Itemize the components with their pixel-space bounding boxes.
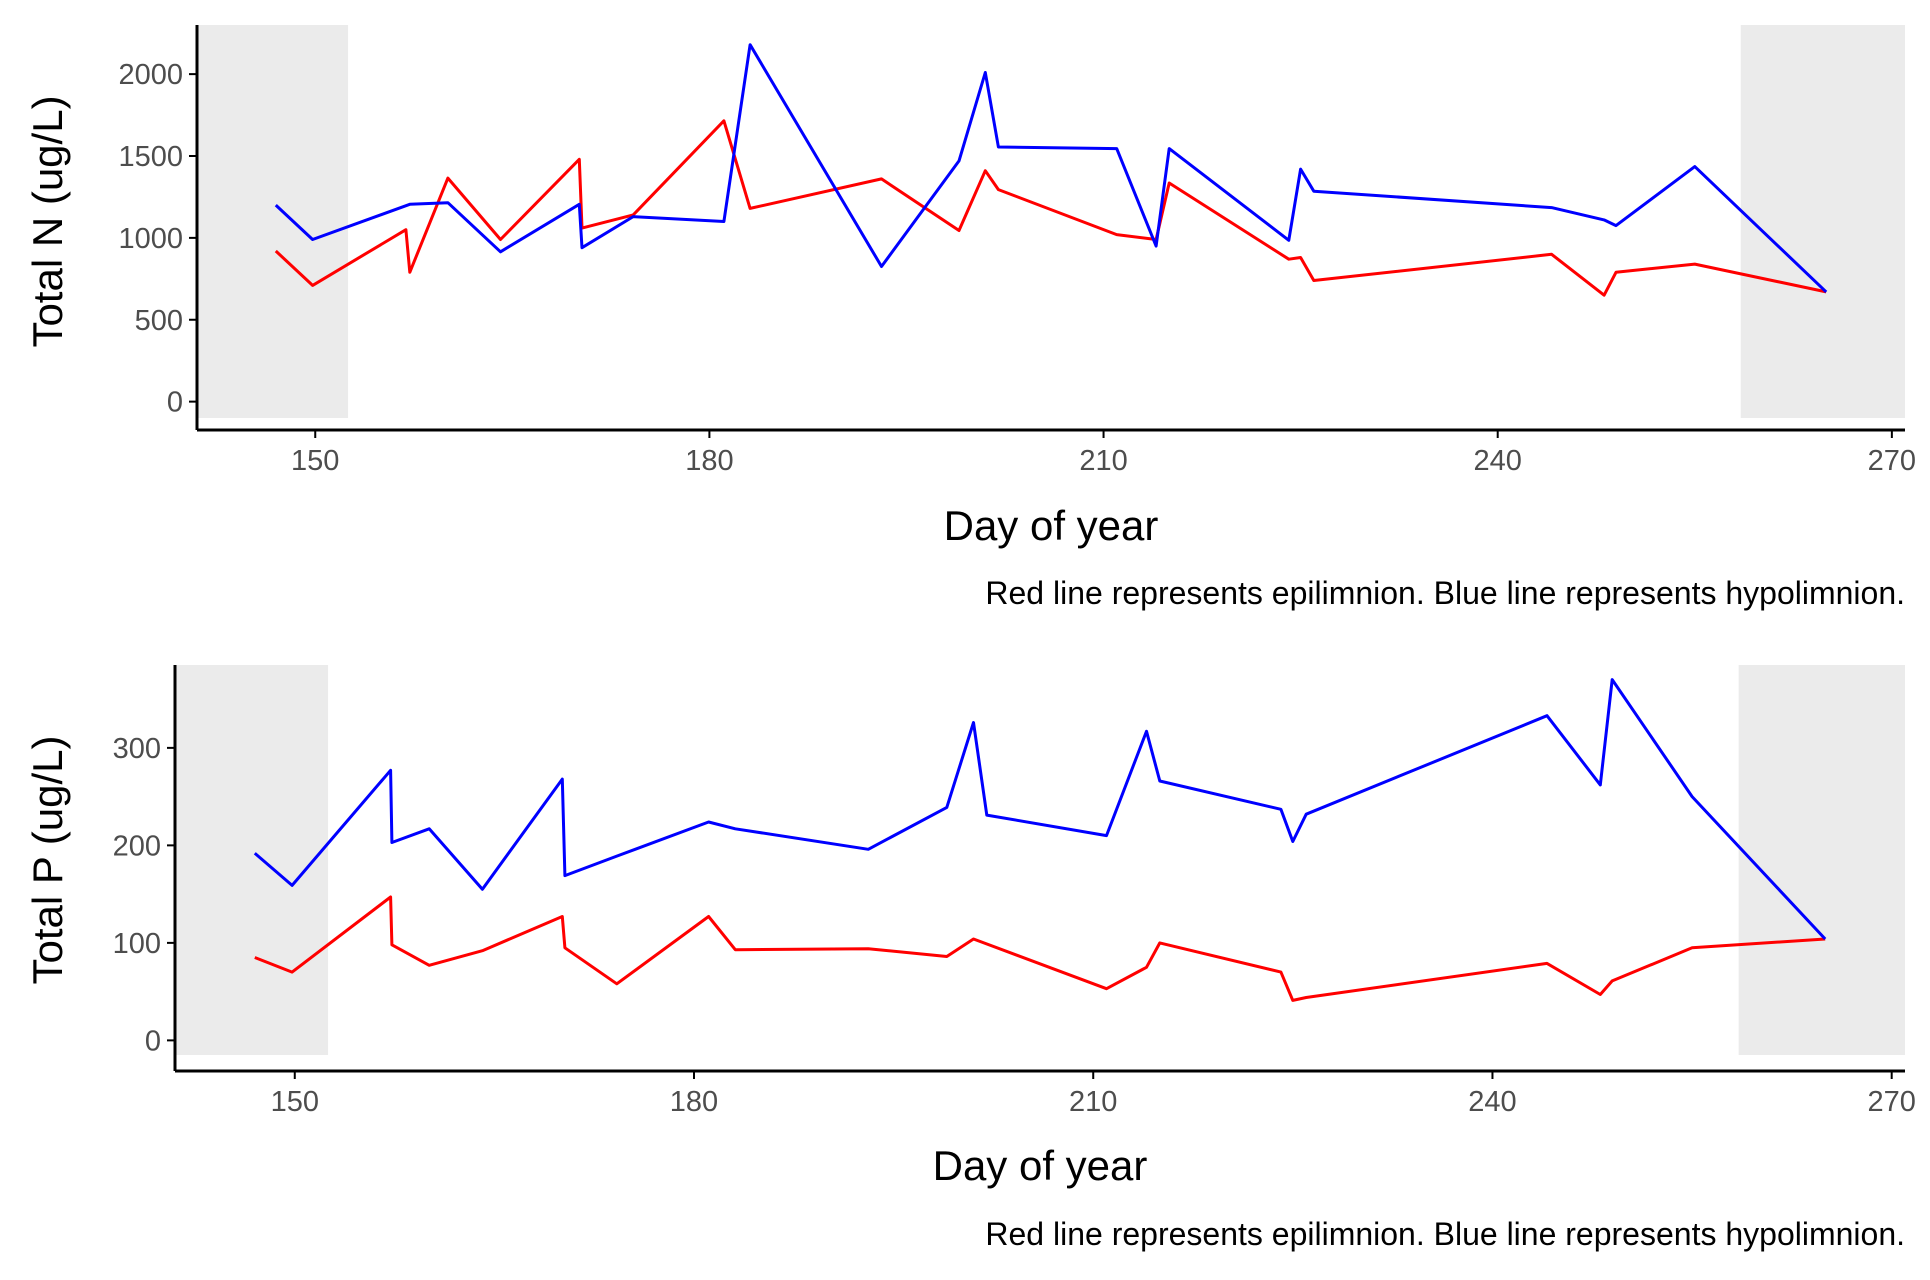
x-tick-label: 210 [1079,445,1127,477]
y-tick-label: 1500 [118,141,183,173]
series-line-red [274,119,1827,297]
x-tick-label: 150 [271,1086,319,1118]
x-tick-label: 180 [685,445,733,477]
y-tick-label: 300 [113,733,161,765]
y-tick-label: 0 [167,387,183,419]
series-line-red [254,895,1826,1002]
x-tick-label: 270 [1867,1086,1915,1118]
y-tick-label: 100 [113,928,161,960]
shaded-range-1 [1738,665,1905,1055]
y-tick-label: 1000 [118,223,183,255]
total-p-panel: 0 100 200 300 150 180 210 240 270 Day of year Tota… [24,665,1916,1252]
total-n-panel: 0 500 1000 1500 2000 150 180 210 240 270 Day of ye… [24,25,1916,611]
y-tick-label: 0 [145,1025,161,1057]
series-line-blue [274,43,1828,293]
x-tick-label: 270 [1868,445,1916,477]
x-tick-label: 180 [670,1086,718,1118]
chart-caption: Red line represents epilimnion. Blue lin… [985,1216,1905,1252]
x-tick-label: 150 [291,445,339,477]
chart-caption: Red line represents epilimnion. Blue lin… [985,575,1905,611]
series-line-blue [253,678,1827,941]
y-tick-label: 500 [135,305,183,337]
y-tick-label: 2000 [118,59,183,91]
y-axis-title: Total P (ug/L) [24,735,71,984]
x-axis-title: Day of year [933,1142,1148,1189]
y-tick-label: 200 [113,830,161,862]
shaded-range-0 [197,25,349,418]
y-axis-title: Total N (ug/L) [24,95,71,347]
shaded-range-1 [1740,25,1905,418]
x-tick-label: 210 [1069,1086,1117,1118]
x-axis-title: Day of year [944,502,1159,549]
shaded-range-0 [175,665,329,1055]
x-tick-label: 240 [1474,445,1522,477]
x-tick-label: 240 [1468,1086,1516,1118]
